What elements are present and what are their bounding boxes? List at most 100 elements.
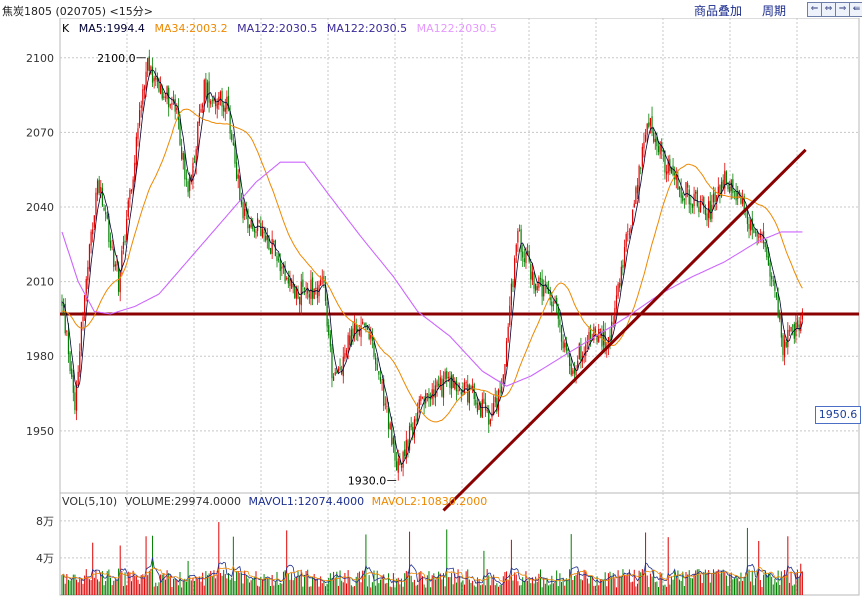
- legend-ma122-b: MA122:2030.5: [326, 22, 408, 35]
- candle-body: [488, 409, 490, 425]
- extreme-marks: 2100.0 1930.0: [97, 52, 397, 488]
- candle-body: [326, 301, 328, 327]
- candle-body: [384, 403, 386, 405]
- candle-body: [446, 371, 448, 379]
- candle-body: [355, 324, 357, 331]
- candle-body: [164, 96, 167, 98]
- candle-body: [308, 294, 310, 298]
- candle-body: [402, 451, 404, 468]
- candle-body: [438, 383, 440, 386]
- candle-body: [206, 82, 209, 99]
- candle-body: [646, 123, 648, 135]
- candle-body: [231, 133, 233, 141]
- candle-body: [465, 382, 467, 384]
- candle-body: [764, 242, 766, 248]
- candle-body: [568, 352, 571, 366]
- candle-body: [103, 208, 105, 211]
- candle-body: [260, 223, 262, 236]
- candle-body: [79, 351, 81, 373]
- candle-body: [449, 376, 451, 388]
- candle-body: [459, 389, 461, 391]
- candle-body: [774, 280, 776, 291]
- candle-body: [695, 192, 697, 194]
- candle-body: [256, 218, 259, 231]
- candle-body: [336, 371, 338, 373]
- candle-body: [756, 231, 758, 237]
- candle-body: [366, 325, 369, 330]
- candle-body: [242, 202, 244, 219]
- candle-body: [383, 379, 385, 406]
- candle-body: [269, 248, 272, 254]
- candle-body: [522, 251, 524, 258]
- symbol-label: 焦炭1805 (020705) <15分>: [2, 5, 153, 18]
- candle-body: [604, 331, 606, 350]
- candle-body: [510, 283, 513, 306]
- candle-body: [105, 212, 107, 215]
- vol-tick-label: 4万: [36, 552, 54, 565]
- candle-body: [379, 377, 382, 382]
- candle-body: [221, 90, 223, 107]
- nav-left-button[interactable]: ⇐: [807, 2, 822, 17]
- candle-body: [520, 229, 522, 253]
- candle-body: [121, 250, 123, 270]
- candle-body: [192, 163, 194, 182]
- candle-body: [680, 188, 682, 198]
- candle-body: [714, 192, 716, 203]
- candle-body: [641, 146, 643, 167]
- candle-body: [161, 85, 163, 99]
- overlay-menu[interactable]: 商品叠加: [694, 4, 743, 18]
- candle-body: [294, 285, 296, 298]
- candle-body: [239, 175, 241, 201]
- candle-body: [182, 153, 184, 161]
- ma122-line: [61, 161, 803, 387]
- candle-body: [418, 399, 420, 413]
- candle-body: [730, 179, 732, 191]
- top-bar: 焦炭1805 (020705) <15分> 商品叠加 周期 ⇐ ⇔ ⇒ ⇚: [0, 0, 862, 20]
- candle-body: [577, 360, 579, 369]
- nav-right-button[interactable]: ⇒: [835, 2, 850, 17]
- candle-body: [198, 113, 201, 123]
- candle-body: [746, 209, 749, 224]
- candle-body: [685, 182, 687, 198]
- candle-body: [737, 192, 739, 199]
- kline-chart[interactable]: 2100 2070 2040 2010 1980 1950 8万 4万 2100…: [0, 18, 862, 598]
- candle-body: [751, 218, 753, 230]
- candle-body: [339, 366, 341, 371]
- candle-body: [132, 179, 134, 190]
- candle-body: [536, 286, 538, 291]
- trend-line: [442, 148, 807, 512]
- candle-body: [788, 330, 791, 332]
- price-axis-ticks: 2100 2070 2040 2010 1980 1950: [26, 52, 54, 438]
- candle-body: [109, 240, 112, 248]
- candle-body: [525, 252, 527, 264]
- candle-body: [649, 118, 652, 126]
- candle-body: [735, 191, 737, 201]
- candle-body: [353, 323, 356, 337]
- period-menu[interactable]: 周期: [762, 4, 787, 18]
- candle-body: [394, 436, 396, 461]
- candle-body: [234, 143, 236, 164]
- candle-body: [675, 174, 677, 180]
- y-tick-label: 2070: [26, 126, 54, 139]
- candle-body: [706, 213, 708, 221]
- candle-body: [284, 265, 286, 282]
- candle-body: [375, 357, 377, 365]
- candle-body: [509, 305, 511, 326]
- y-tick-label: 1980: [26, 350, 54, 363]
- nav-zoom-button[interactable]: ⇔: [821, 2, 836, 17]
- candle-body: [701, 199, 703, 201]
- candle-body: [436, 381, 438, 387]
- candle-body: [682, 195, 684, 202]
- candle-body: [696, 190, 698, 206]
- candle-body: [67, 332, 70, 355]
- candle-body: [593, 326, 595, 341]
- nav-end-button[interactable]: ⇚: [849, 2, 862, 17]
- candle-body: [572, 370, 574, 375]
- candle-body: [363, 323, 365, 325]
- mavol2-line: [61, 564, 803, 583]
- candle-body: [439, 377, 441, 387]
- candle-body: [541, 278, 543, 297]
- candle-body: [494, 396, 496, 403]
- candle-body: [153, 77, 155, 82]
- candle-body: [632, 209, 634, 226]
